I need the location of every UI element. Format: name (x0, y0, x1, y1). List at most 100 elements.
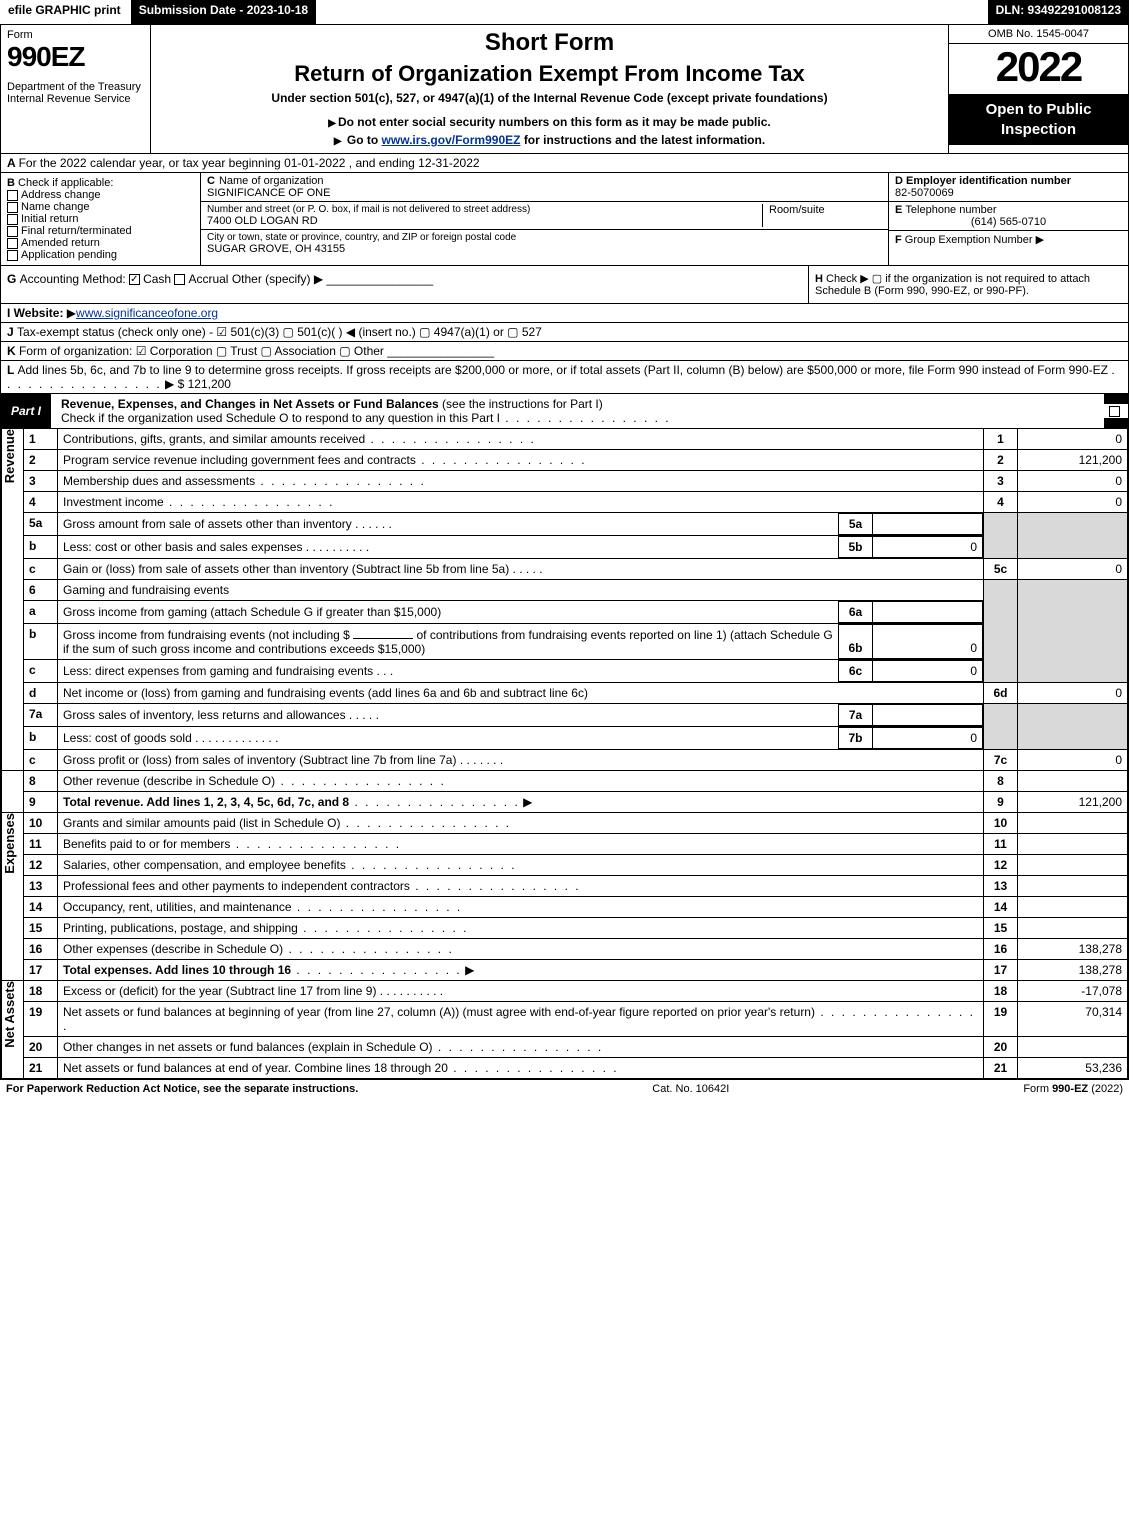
goto-label: Go to (347, 133, 378, 147)
line-6-desc: Gaming and fundraising events (58, 580, 984, 601)
org-name-label: Name of organization (219, 175, 324, 187)
room-suite: Room/suite (762, 204, 882, 227)
final-return-label: Final return/terminated (21, 225, 132, 237)
line-7b-inner: 0 (873, 728, 983, 749)
line-8-amount (1018, 771, 1128, 792)
line-6a-inner (873, 602, 983, 623)
expenses-sidebar: Expenses (2, 813, 24, 981)
part-1-subtitle: (see the instructions for Part I) (442, 397, 603, 411)
line-7a-desc: Gross sales of inventory, less returns a… (58, 705, 839, 726)
line-15-amount (1018, 918, 1128, 939)
line-19-desc: Net assets or fund balances at beginning… (58, 1002, 984, 1037)
line-11-desc: Benefits paid to or for members (58, 834, 984, 855)
form-body: Form 990EZ Department of the Treasury In… (0, 24, 1129, 1080)
section-d-e-f: D Employer identification number82-50700… (888, 173, 1128, 265)
subtitle: Under section 501(c), 527, or 4947(a)(1)… (157, 91, 942, 105)
header-mid: Short Form Return of Organization Exempt… (151, 25, 948, 153)
line-18-amount: -17,078 (1018, 981, 1128, 1002)
irs-form-link[interactable]: www.irs.gov/Form990EZ (382, 133, 521, 147)
section-k: K Form of organization: ☑ Corporation ▢ … (1, 342, 1128, 361)
line-20-amount (1018, 1037, 1128, 1058)
line-12-desc: Salaries, other compensation, and employ… (58, 855, 984, 876)
line-5b-inner: 0 (873, 537, 983, 558)
line-16-amount: 138,278 (1018, 939, 1128, 960)
dln-label: DLN: 93492291008123 (988, 0, 1129, 24)
header-left: Form 990EZ Department of the Treasury In… (1, 25, 151, 153)
line-17-desc: Total expenses. Add lines 10 through 16 … (58, 960, 984, 981)
line-1-desc: Contributions, gifts, grants, and simila… (58, 429, 984, 450)
line-5b-desc: Less: cost or other basis and sales expe… (58, 537, 839, 558)
goto-rest: for instructions and the latest informat… (524, 133, 765, 147)
page-footer: For Paperwork Reduction Act Notice, see … (0, 1080, 1129, 1098)
amended-return-checkbox[interactable] (7, 238, 18, 249)
line-3-amount: 0 (1018, 471, 1128, 492)
gross-receipts-amount: $ 121,200 (178, 377, 231, 391)
part-1-title-text: Revenue, Expenses, and Changes in Net As… (61, 397, 439, 411)
org-name: SIGNIFICANCE OF ONE (207, 187, 882, 199)
address-change-label: Address change (21, 189, 101, 201)
address-value: 7400 OLD LOGAN RD (207, 215, 762, 227)
line-2-amount: 121,200 (1018, 450, 1128, 471)
line-6c-inner: 0 (873, 661, 983, 682)
line-21-desc: Net assets or fund balances at end of ye… (58, 1058, 984, 1079)
form-number: 990EZ (7, 41, 144, 73)
short-form-title: Short Form (157, 29, 942, 57)
website-link[interactable]: www.significanceofone.org (76, 306, 218, 320)
final-return-checkbox[interactable] (7, 226, 18, 237)
line-13-amount (1018, 876, 1128, 897)
part-1-tab: Part I (1, 401, 51, 421)
schedule-o-checkbox[interactable] (1109, 406, 1120, 417)
line-4-amount: 0 (1018, 492, 1128, 513)
line-17-amount: 138,278 (1018, 960, 1128, 981)
initial-return-checkbox[interactable] (7, 214, 18, 225)
footer-right: Form 990-EZ (2022) (1023, 1083, 1123, 1095)
goto-line: Go to www.irs.gov/Form990EZ for instruct… (157, 131, 942, 149)
section-b-label: Check if applicable: (18, 177, 113, 189)
amended-return-label: Amended return (21, 237, 100, 249)
part-1-title: Revenue, Expenses, and Changes in Net As… (51, 394, 1104, 428)
address-change-checkbox[interactable] (7, 190, 18, 201)
footer-left: For Paperwork Reduction Act Notice, see … (6, 1083, 358, 1095)
line-6d-amount: 0 (1018, 683, 1128, 704)
name-change-checkbox[interactable] (7, 202, 18, 213)
arrow-icon: ▶ (1036, 234, 1044, 246)
topbar-spacer (318, 0, 987, 24)
net-assets-sidebar: Net Assets (2, 981, 24, 1079)
initial-return-label: Initial return (21, 213, 78, 225)
cash-checkbox[interactable] (129, 274, 140, 285)
ssn-warning: Do not enter social security numbers on … (157, 113, 942, 131)
section-h-text: Check ▶ ▢ if the organization is not req… (815, 273, 1090, 297)
line-11-amount (1018, 834, 1128, 855)
ssn-warning-text: Do not enter social security numbers on … (338, 115, 771, 129)
section-c: CName of organization SIGNIFICANCE OF ON… (201, 173, 888, 265)
return-title: Return of Organization Exempt From Incom… (157, 61, 942, 87)
section-l-text: Add lines 5b, 6c, and 7b to line 9 to de… (17, 363, 1108, 377)
city-value: SUGAR GROVE, OH 43155 (207, 243, 882, 255)
efile-print-label[interactable]: efile GRAPHIC print (0, 0, 131, 24)
line-12-amount (1018, 855, 1128, 876)
section-j-text: Tax-exempt status (check only one) - ☑ 5… (17, 325, 542, 339)
section-a: A For the 2022 calendar year, or tax yea… (1, 154, 1128, 173)
address-label: Number and street (or P. O. box, if mail… (207, 204, 762, 215)
group-exemption-label: Group Exemption Number (905, 234, 1033, 246)
part-1-checkbox-cell (1104, 404, 1128, 418)
line-14-amount (1018, 897, 1128, 918)
accrual-checkbox[interactable] (174, 274, 185, 285)
application-pending-checkbox[interactable] (7, 250, 18, 261)
part-1-header: Part I Revenue, Expenses, and Changes in… (1, 394, 1128, 428)
header-right: OMB No. 1545-0047 2022 Open to Public In… (948, 25, 1128, 153)
line-5c-amount: 0 (1018, 559, 1128, 580)
tax-year: 2022 (949, 44, 1128, 94)
line-6c-desc: Less: direct expenses from gaming and fu… (58, 661, 839, 682)
line-3-desc: Membership dues and assessments (58, 471, 984, 492)
section-l: L Add lines 5b, 6c, and 7b to line 9 to … (1, 361, 1128, 394)
line-7a-inner (873, 705, 983, 726)
line-7c-desc: Gross profit or (loss) from sales of inv… (58, 750, 984, 771)
line-10-desc: Grants and similar amounts paid (list in… (58, 813, 984, 834)
telephone-label: Telephone number (905, 204, 996, 216)
name-change-label: Name change (21, 201, 90, 213)
application-pending-label: Application pending (21, 249, 117, 261)
line-16-desc: Other expenses (describe in Schedule O) (58, 939, 984, 960)
form-word: Form (7, 29, 144, 41)
section-b: B Check if applicable: Address change Na… (1, 173, 201, 265)
